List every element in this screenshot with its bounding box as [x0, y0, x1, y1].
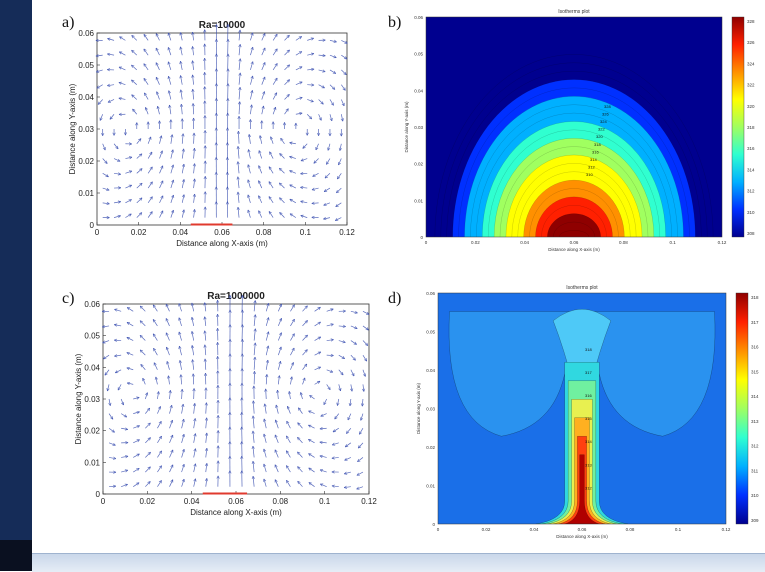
colorbar-tick-label: 315 — [751, 369, 759, 374]
colorbar-tick-label: 318 — [751, 295, 759, 300]
x-tick-label: 0.04 — [530, 527, 539, 532]
contour-value-label: 315 — [585, 416, 592, 421]
colorbar-tick-label: 310 — [751, 493, 759, 498]
contour-value-label: 314 — [585, 439, 592, 444]
y-tick-label: 0 — [432, 522, 435, 527]
y-tick-label: 0.01 — [426, 484, 435, 489]
y-tick-label: 0.05 — [426, 330, 435, 335]
contour-value-label: 317 — [585, 370, 592, 375]
x-tick-label: 0.1 — [675, 527, 682, 532]
contour-value-label: 313 — [585, 462, 592, 467]
contour-field: 318 317 316 315 314 313 312 — [438, 293, 726, 524]
contour-value-label: 312 — [585, 485, 592, 490]
colorbar-tick-label: 311 — [751, 468, 759, 473]
plot-title: Isotherms plot — [566, 285, 598, 291]
colorbar-tick-label: 309 — [751, 518, 759, 523]
colorbar-tick-label: 312 — [751, 444, 759, 449]
x-tick-label: 0 — [437, 527, 440, 532]
x-tick-label: 0.02 — [482, 527, 491, 532]
colorbar-tick-label: 317 — [751, 320, 759, 325]
contour-value-label: 318 — [585, 347, 592, 352]
x-tick-label: 0.08 — [626, 527, 635, 532]
y-tick-label: 0.02 — [426, 445, 435, 450]
x-axis-label: Distance along X-axis (m) — [556, 534, 608, 539]
y-tick-label: 0.06 — [426, 291, 435, 296]
x-tick-label: 0.12 — [722, 527, 731, 532]
colorbar-tick-label: 314 — [751, 394, 759, 399]
y-axis-label: Distance along Y-axis (m) — [416, 382, 421, 434]
contour-value-label: 316 — [585, 393, 592, 398]
colorbar — [736, 293, 748, 524]
colorbar-tick-label: 313 — [751, 419, 759, 424]
y-tick-label: 0.03 — [426, 407, 435, 412]
x-tick-label: 0.06 — [578, 527, 587, 532]
y-tick-label: 0.04 — [426, 368, 435, 373]
colorbar-tick-label: 316 — [751, 345, 759, 350]
